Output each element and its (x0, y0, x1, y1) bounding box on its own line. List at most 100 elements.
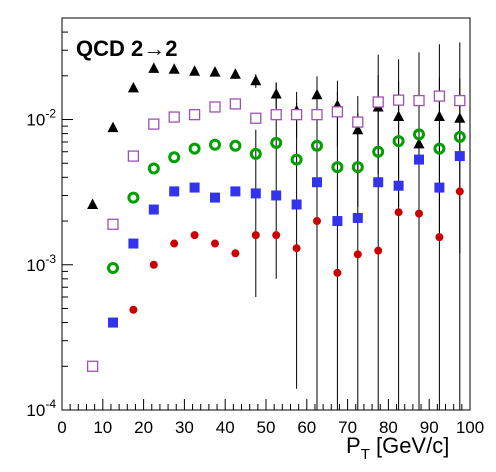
y-tick-exponent: -3 (45, 252, 56, 266)
data-point (168, 111, 180, 123)
data-point (148, 62, 160, 73)
data-point (190, 231, 199, 240)
data-point (168, 151, 181, 164)
x-axis-label-subscript: T (361, 446, 370, 463)
y-tick-base: 10 (26, 256, 45, 275)
data-point (393, 180, 404, 191)
y-tick-exponent: -4 (45, 397, 56, 411)
data-point (374, 246, 383, 255)
data-point (229, 98, 242, 110)
data-point (210, 192, 220, 203)
data-point (209, 138, 221, 151)
data-point (107, 261, 119, 274)
data-point (188, 142, 201, 155)
data-point (188, 109, 201, 121)
data-point (311, 88, 323, 100)
data-point (454, 94, 466, 107)
data-point (250, 112, 262, 124)
data-point (433, 90, 446, 102)
data-point (455, 187, 464, 196)
x-axis-label-main: P (346, 433, 361, 458)
plot-frame (61, 17, 471, 411)
data-point (352, 123, 364, 135)
data-point (313, 217, 321, 226)
data-point (147, 162, 160, 175)
data-marker-layer (86, 62, 466, 372)
data-point (415, 209, 423, 218)
data-point (189, 65, 201, 76)
data-point (128, 238, 139, 249)
x-tick-label: 60 (297, 418, 316, 437)
data-point (251, 231, 260, 240)
data-point (394, 208, 403, 217)
data-point (170, 239, 179, 248)
data-point (352, 212, 363, 223)
data-point (333, 268, 342, 277)
data-point (249, 147, 262, 160)
data-point (127, 150, 140, 162)
data-point (127, 81, 139, 93)
data-point (392, 135, 405, 148)
data-point (229, 68, 241, 79)
data-point (231, 249, 240, 258)
data-point (331, 161, 344, 174)
data-point (129, 305, 138, 314)
data-point (270, 136, 283, 149)
y-tick-label: 10-4 (26, 397, 56, 420)
data-point (230, 186, 241, 197)
data-point (352, 116, 364, 128)
data-point (331, 106, 344, 118)
data-point (209, 66, 221, 77)
x-tick-label: 20 (134, 418, 153, 437)
data-point (168, 63, 180, 74)
data-point (292, 244, 301, 253)
data-point (209, 101, 221, 113)
data-point (148, 204, 159, 215)
data-point (373, 177, 384, 188)
data-point (311, 139, 323, 152)
data-point (250, 74, 262, 86)
data-point (332, 216, 343, 227)
y-tick-label: 10-3 (26, 252, 56, 275)
data-point (393, 110, 405, 121)
data-point (270, 109, 282, 121)
data-point (87, 198, 99, 209)
data-point (413, 137, 425, 149)
data-point (270, 87, 282, 99)
x-tick-label: 0 (57, 418, 66, 437)
x-tick-label: 100 (456, 418, 484, 437)
data-point (353, 250, 362, 259)
x-tick-label: 50 (257, 418, 276, 437)
x-tick-label: 90 (420, 418, 439, 437)
y-tick-label: 10-2 (26, 107, 56, 130)
data-point (169, 186, 180, 197)
data-point (414, 154, 424, 165)
data-point (189, 182, 200, 193)
data-point (351, 161, 364, 174)
y-tick-base: 10 (26, 111, 45, 130)
data-point (372, 96, 384, 108)
data-point (433, 142, 446, 155)
data-point (291, 199, 302, 210)
data-point (107, 218, 119, 230)
x-tick-label: 80 (379, 418, 398, 437)
data-point (454, 151, 465, 162)
data-point (107, 121, 119, 133)
y-tick-exponent: -2 (45, 107, 56, 121)
data-point (272, 231, 281, 240)
data-point (435, 233, 444, 242)
data-point (148, 118, 160, 130)
data-point (413, 94, 425, 107)
data-point (290, 153, 303, 166)
data-point (127, 191, 140, 204)
data-point (413, 128, 425, 141)
data-point (311, 109, 323, 121)
data-point (149, 260, 158, 269)
chart-title: QCD 2→2 (76, 36, 177, 61)
data-point (86, 360, 99, 372)
data-point (250, 188, 261, 199)
data-point (312, 177, 322, 188)
data-point (229, 139, 242, 152)
